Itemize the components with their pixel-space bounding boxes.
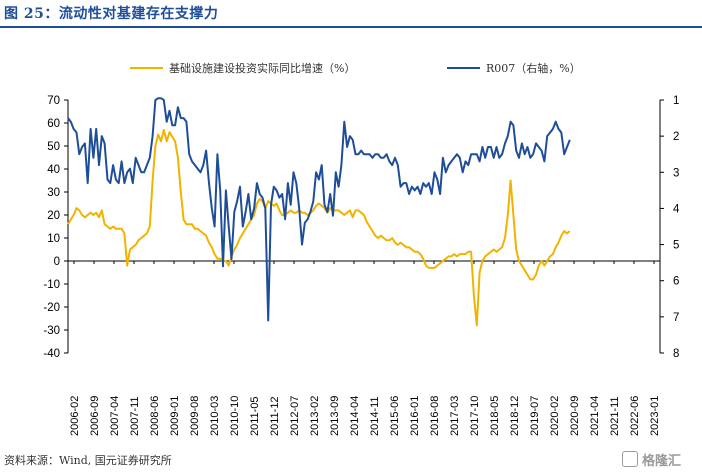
x-tick-label: 2023-01: [649, 396, 661, 436]
chart: 基础设施建设投资实际同比增速（%） R007（右轴，%）7060504030201…: [43, 61, 680, 436]
x-tick-label: 2010-03: [209, 396, 221, 436]
right-tick-label: 7: [673, 312, 679, 324]
x-tick-label: 2009-01: [169, 396, 181, 436]
x-tick-label: 2011-05: [249, 396, 261, 436]
x-tick-label: 2022-06: [629, 396, 641, 436]
x-tick-label: 2016-08: [429, 396, 441, 436]
figure-title: 图 25：流动性对基建存在支撑力: [4, 6, 219, 22]
legend-label-infrastructure: 基础设施建设投资实际同比增速（%）: [169, 61, 355, 75]
left-tick-label: -10: [43, 279, 60, 291]
left-tick-label: 30: [47, 187, 60, 199]
x-tick-label: 2007-04: [109, 396, 121, 436]
x-tick-label: 2007-11: [129, 396, 141, 436]
left-tick-label: 10: [47, 233, 60, 245]
x-tick-label: 2017-10: [469, 396, 481, 436]
legend-label-r007: R007（右轴，%）: [486, 61, 581, 75]
x-tick-label: 2019-07: [529, 396, 541, 436]
left-tick-label: -40: [43, 348, 60, 360]
left-tick-label: 50: [47, 141, 60, 153]
x-tick-label: 2018-12: [509, 396, 521, 436]
x-tick-label: 2021-04: [589, 396, 601, 436]
x-tick-label: 2013-02: [309, 396, 321, 436]
right-tick-label: 8: [673, 348, 679, 360]
x-tick-label: 2021-11: [609, 396, 621, 436]
x-tick-label: 2020-02: [549, 396, 561, 436]
left-tick-label: 40: [47, 164, 60, 176]
left-tick-label: 0: [54, 256, 60, 268]
x-tick-label: 2011-12: [269, 396, 281, 436]
right-tick-label: 3: [673, 167, 679, 179]
source-note: 资料来源：Wind, 国元证券研究所: [4, 454, 172, 467]
x-tick-label: 2010-10: [229, 396, 241, 436]
series-line-r007: [67, 97, 571, 322]
x-tick-label: 2006-02: [69, 396, 81, 436]
x-tick-label: 2014-04: [349, 396, 361, 436]
x-tick-label: 2016-01: [409, 396, 421, 436]
x-tick-label: 2009-08: [189, 396, 201, 436]
right-tick-label: 5: [673, 240, 679, 252]
left-tick-label: -20: [43, 302, 60, 314]
watermark-text: 格隆汇: [642, 454, 682, 469]
x-tick-label: 2012-07: [289, 396, 301, 436]
x-tick-label: 2017-03: [449, 396, 461, 436]
left-tick-label: 60: [47, 118, 60, 130]
watermark: 格隆汇: [622, 448, 700, 470]
x-tick-label: 2015-06: [389, 396, 401, 436]
right-tick-label: 2: [673, 131, 679, 143]
x-tick-label: 2018-05: [489, 396, 501, 436]
left-tick-label: 20: [47, 210, 60, 222]
watermark-logo-icon: [622, 451, 638, 467]
x-tick-label: 2013-09: [329, 396, 341, 436]
left-tick-label: -30: [43, 325, 60, 337]
x-tick-label: 2006-09: [89, 396, 101, 436]
series-line-infrastructure: [67, 128, 571, 327]
x-tick-label: 2008-06: [149, 396, 161, 436]
right-tick-label: 6: [673, 276, 679, 288]
title-rule: [0, 26, 702, 28]
left-tick-label: 70: [47, 95, 60, 107]
x-tick-label: 2014-11: [369, 396, 381, 436]
x-tick-label: 2020-09: [569, 396, 581, 436]
right-tick-label: 1: [673, 95, 679, 107]
right-tick-label: 4: [673, 203, 680, 215]
